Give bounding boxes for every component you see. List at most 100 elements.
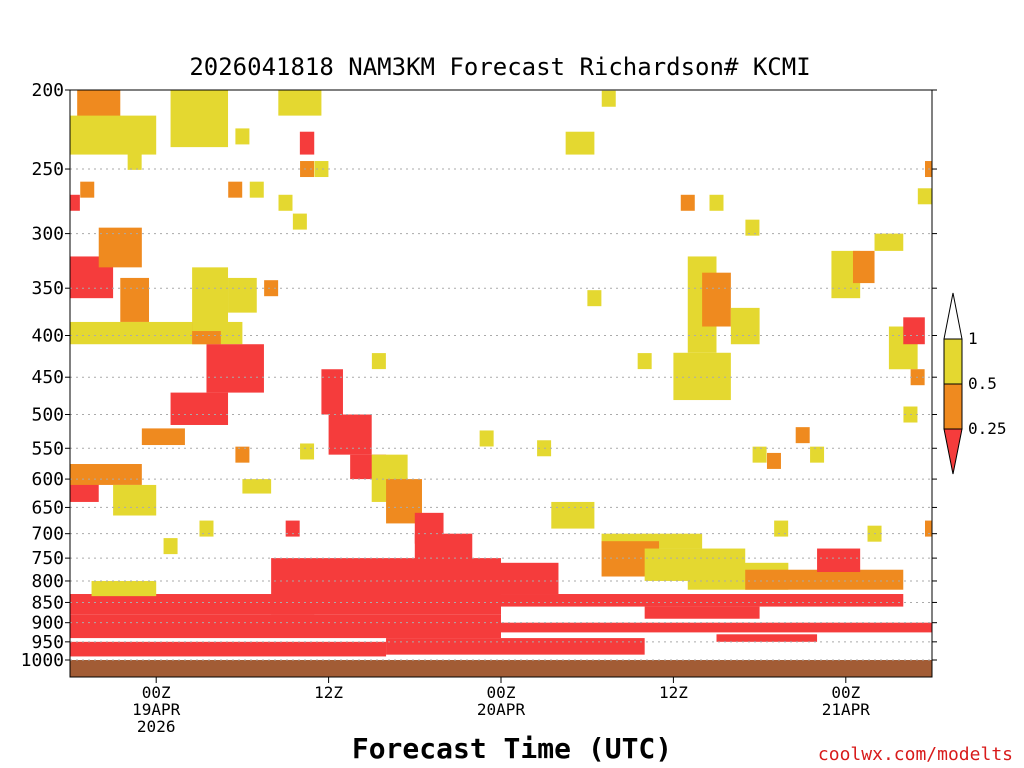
chart-title: 2026041818 NAM3KM Forecast Richardson# K… <box>189 53 810 81</box>
data-cell <box>98 227 142 268</box>
y-tick-label: 750 <box>31 548 64 569</box>
data-cell <box>745 219 760 236</box>
y-tick-label: 650 <box>31 497 64 518</box>
data-cell <box>565 131 595 155</box>
data-cell <box>852 250 875 284</box>
ground-fill <box>70 660 932 677</box>
data-cell <box>730 307 760 345</box>
data-cell <box>170 90 229 148</box>
y-tick-label: 700 <box>31 524 64 545</box>
data-cell <box>314 161 329 178</box>
data-cell <box>300 161 315 178</box>
data-cell <box>249 181 264 198</box>
data-cell <box>192 267 229 332</box>
data-cell <box>479 430 494 447</box>
y-tick-label: 450 <box>31 367 64 388</box>
data-cell <box>774 520 789 537</box>
x-tick-label: 12Z <box>314 683 343 702</box>
data-cell <box>113 484 157 516</box>
y-tick-label: 500 <box>31 405 64 426</box>
legend-arrow-bottom <box>943 428 963 475</box>
y-axis: 200 250 300 350 400 450 500 550 600 650 700 7508008… <box>21 80 937 671</box>
data-cell <box>925 520 932 537</box>
data-cell <box>242 479 272 494</box>
data-cell <box>235 446 250 463</box>
y-tick-label: 400 <box>31 325 64 346</box>
data-cell <box>70 115 157 155</box>
data-cell <box>745 569 904 590</box>
legend-label: 0.5 <box>968 374 997 393</box>
data-cell <box>644 606 760 619</box>
y-tick-label: 550 <box>31 438 64 459</box>
data-cell <box>300 443 315 460</box>
data-cell <box>292 213 307 230</box>
data-cell <box>278 90 322 116</box>
data-cell <box>70 594 315 615</box>
data-cell <box>371 353 386 370</box>
data-cell <box>709 194 724 211</box>
data-cell <box>501 594 904 607</box>
y-tick-label: 950 <box>31 632 64 653</box>
plot-area <box>70 90 932 677</box>
data-cell <box>278 194 293 211</box>
data-cell <box>673 352 731 401</box>
data-cell <box>472 562 559 595</box>
data-cell <box>795 427 810 444</box>
data-cell <box>163 538 178 555</box>
data-cell <box>587 290 602 307</box>
y-tick-label: 200 <box>31 80 64 101</box>
x-axis-label: Forecast Time (UTC) <box>352 732 672 765</box>
x-tick-label: 21APR <box>822 700 871 719</box>
data-cell <box>170 392 229 425</box>
y-tick-label: 350 <box>31 278 64 299</box>
data-cell <box>120 277 150 322</box>
y-tick-label: 250 <box>31 159 64 180</box>
data-cell <box>501 622 932 633</box>
x-tick-label: 12Z <box>659 683 688 702</box>
data-cell <box>70 464 142 485</box>
x-tick-label: 00Z <box>142 683 171 702</box>
data-cell <box>716 634 818 642</box>
data-cell <box>386 638 645 655</box>
legend-swatch <box>943 383 963 430</box>
x-tick-label: 19APR <box>132 700 181 719</box>
data-cell <box>127 153 142 170</box>
y-tick-label: 300 <box>31 224 64 245</box>
data-cell <box>199 520 214 537</box>
data-cell <box>551 501 595 529</box>
legend-swatch <box>943 338 963 385</box>
data-cell <box>235 128 250 145</box>
data-cell <box>70 194 80 211</box>
data-cell <box>680 194 695 211</box>
legend-label: 1 <box>968 329 978 348</box>
data-cell <box>228 277 257 313</box>
data-cell <box>91 580 157 597</box>
x-tick-label: 00Z <box>487 683 516 702</box>
data-cell <box>817 548 861 573</box>
data-cell <box>810 446 825 463</box>
data-cell <box>141 428 185 446</box>
data-cell <box>637 353 652 370</box>
data-cell <box>917 188 932 205</box>
y-tick-label: 800 <box>31 571 64 592</box>
data-cell <box>70 641 387 657</box>
data-cell <box>206 344 264 393</box>
x-tick-label: 2026 <box>137 717 176 736</box>
x-tick-label: 00Z <box>831 683 860 702</box>
data-cell <box>874 233 904 251</box>
data-cell <box>321 369 343 415</box>
data-cell <box>228 181 243 198</box>
y-tick-label: 600 <box>31 469 64 490</box>
y-tick-label: 1000 <box>21 650 64 671</box>
data-cell <box>601 90 616 107</box>
data-cell <box>299 131 315 155</box>
data-cell <box>752 446 767 463</box>
legend-label: 0.25 <box>968 419 1007 438</box>
y-tick-label: 850 <box>31 592 64 613</box>
data-cell <box>264 280 279 297</box>
legend: 1 0.5 0.25 <box>943 292 1007 475</box>
credit-text: coolwx.com/modelts <box>818 744 1013 765</box>
data-cell <box>702 272 731 327</box>
y-tick-label: 900 <box>31 613 64 634</box>
